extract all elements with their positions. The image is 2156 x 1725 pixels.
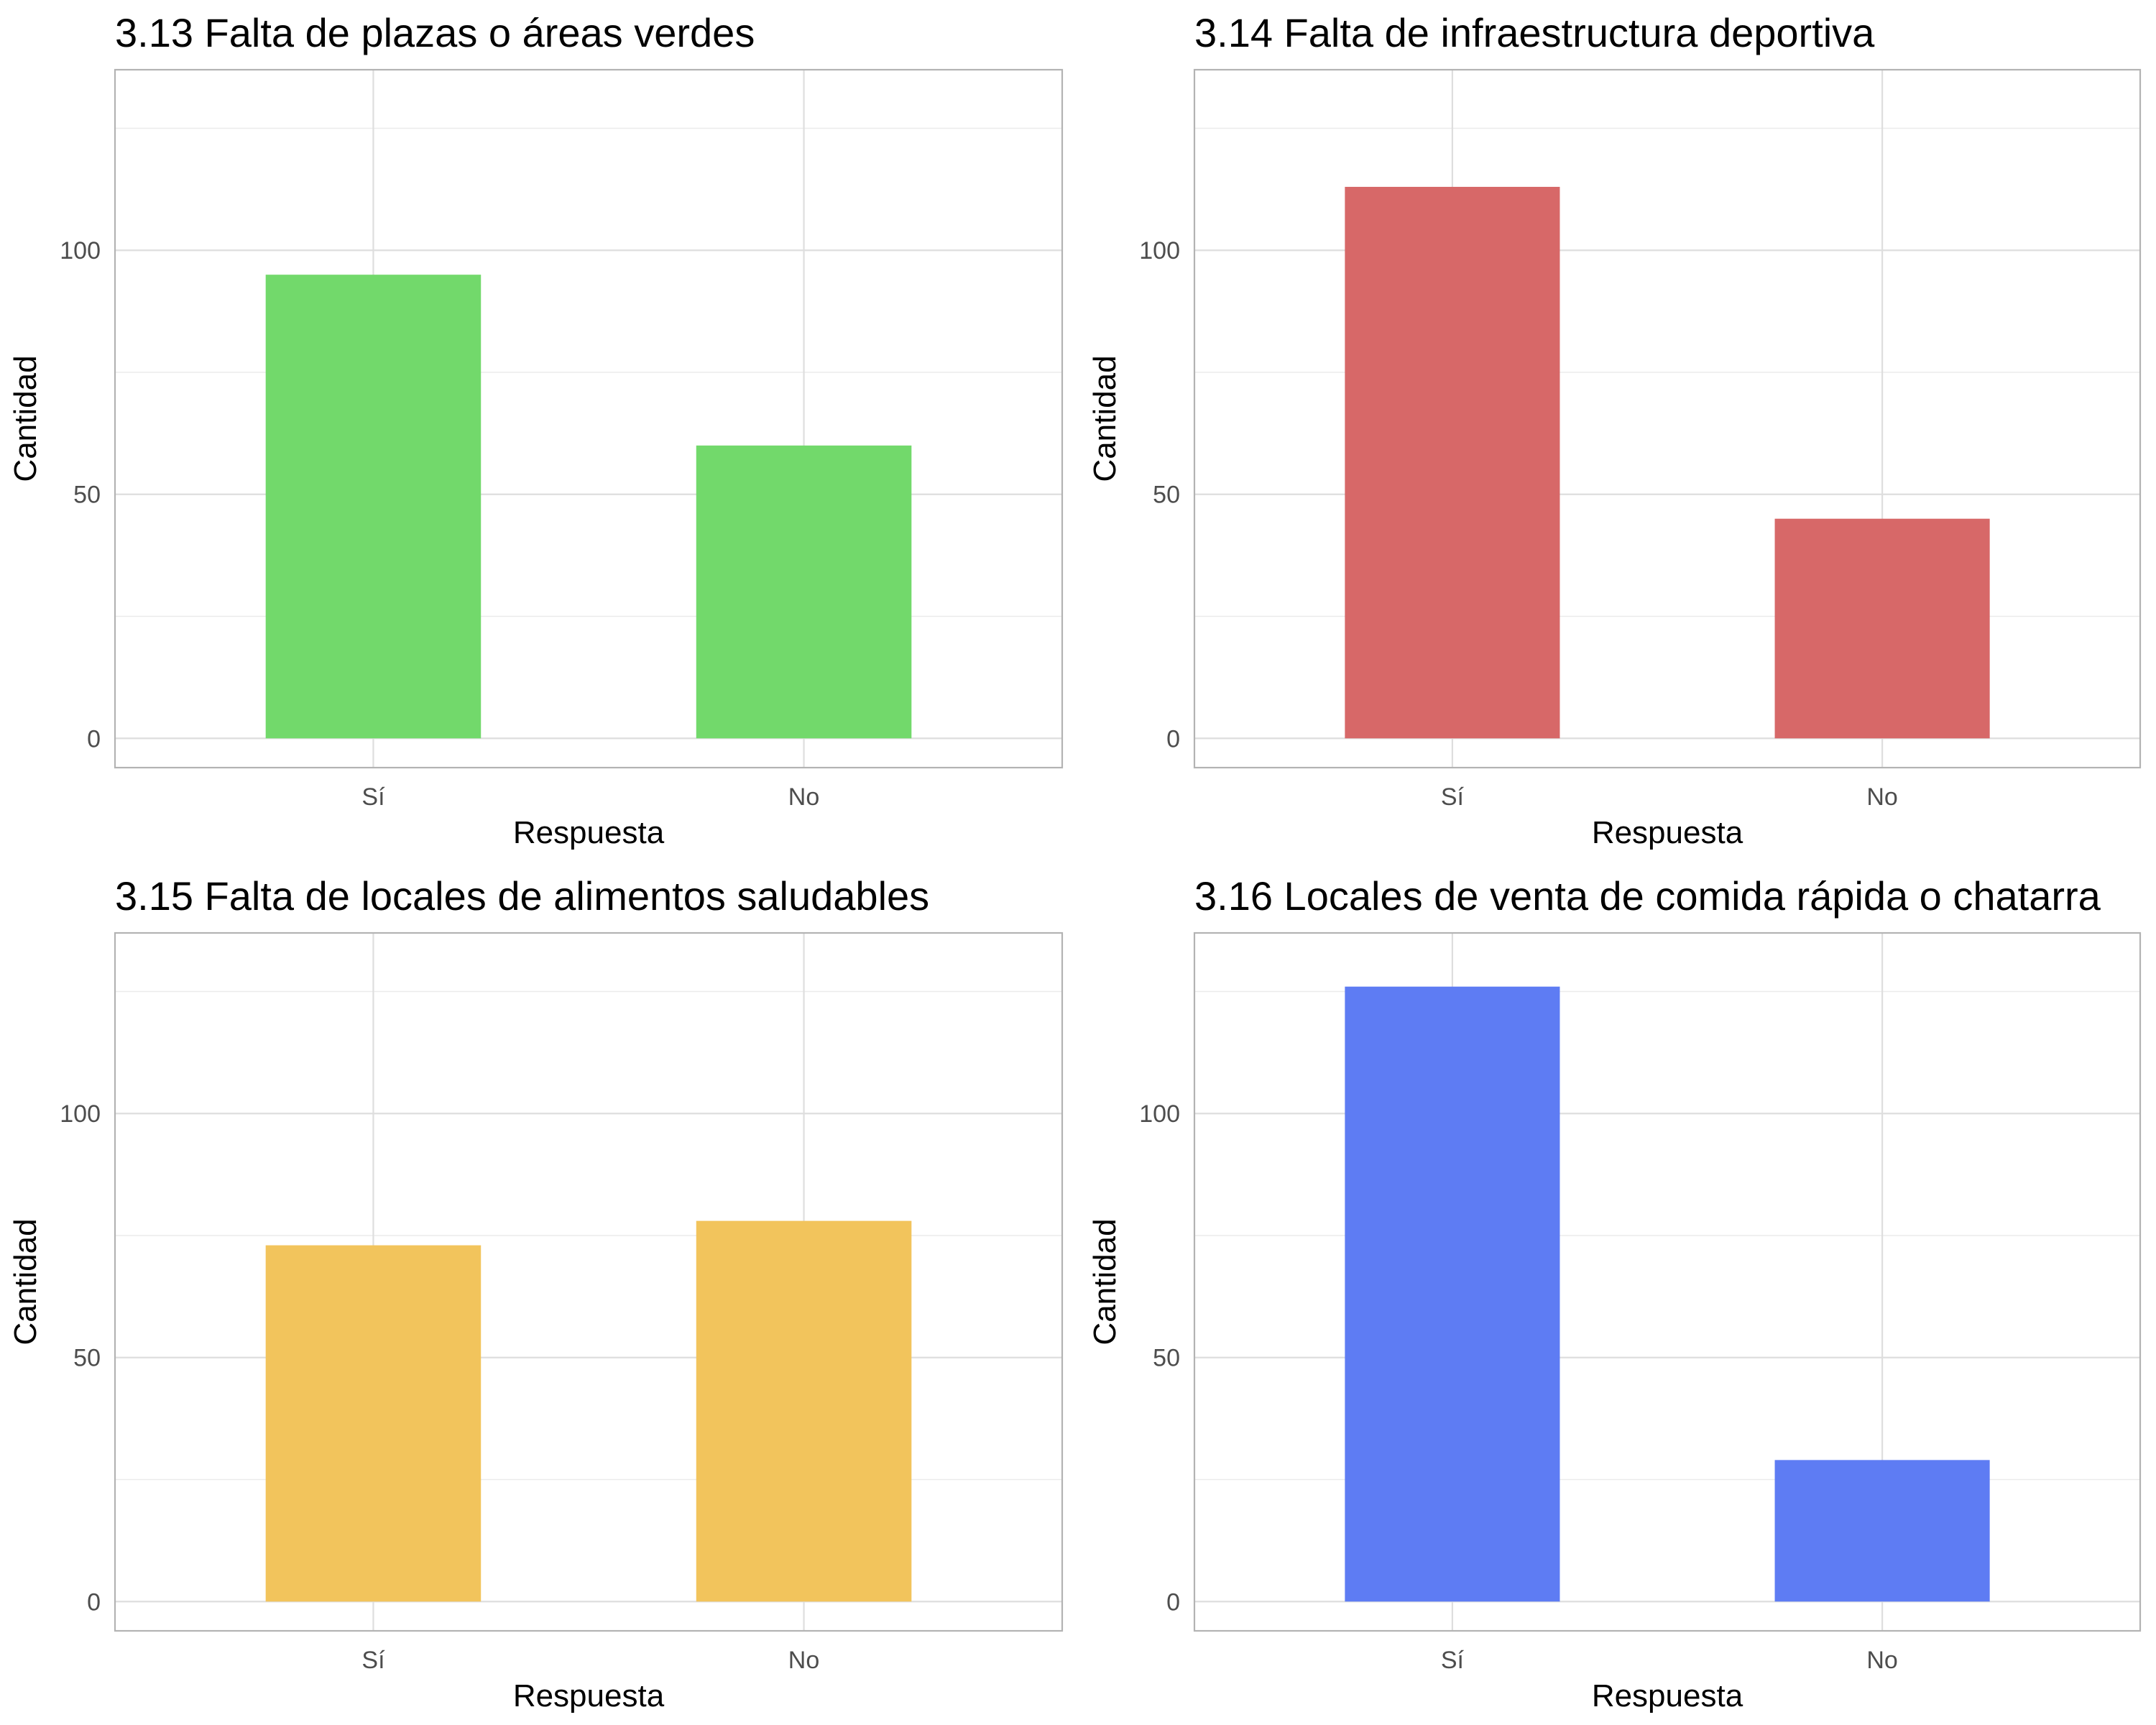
chart-2-ytick-label: 100 <box>1139 237 1180 264</box>
chart-1: 3.13 Falta de plazas o áreas verdes 0 50 10… <box>8 10 1064 850</box>
chart-1-x-axis-title: Respuesta <box>513 815 665 850</box>
chart-3-x-axis-title: Respuesta <box>513 1678 665 1714</box>
chart-4-ytick-label: 0 <box>1166 1588 1180 1616</box>
chart-4-x-axis-title: Respuesta <box>1592 1678 1743 1714</box>
chart-3-ytick-label: 100 <box>60 1100 101 1128</box>
chart-2-plot-area <box>1194 70 2140 768</box>
chart-2-title: 3.14 Falta de infraestructura deportiva <box>1194 10 1875 55</box>
chart-4-ytick-label: 50 <box>1153 1345 1180 1372</box>
chart-4-plot-area <box>1194 933 2140 1631</box>
chart-1-xtick-label: No <box>788 783 819 811</box>
chart-3-ytick-label: 0 <box>87 1588 101 1616</box>
chart-3-ytick-label: 50 <box>73 1345 101 1372</box>
chart-4-panel-border <box>1193 932 2142 1632</box>
chart-3-title: 3.15 Falta de locales de alimentos salud… <box>115 873 929 919</box>
chart-4-bar-si <box>1345 986 1560 1602</box>
chart-2-panel-border <box>1193 68 2142 769</box>
chart-1-ytick-label: 100 <box>60 237 101 264</box>
chart-3-xtick-label: Sí <box>361 1647 385 1674</box>
chart-2-bar-si <box>1345 186 1560 739</box>
chart-2-y-axis-title: Cantidad <box>1087 355 1123 482</box>
chart-1-bar-no <box>696 445 912 739</box>
chart-1-plot-area <box>115 70 1062 768</box>
chart-4-bar-no <box>1774 1460 1990 1602</box>
chart-4-xtick-label: Sí <box>1441 1647 1465 1674</box>
chart-4-y-axis-title: Cantidad <box>1087 1218 1123 1345</box>
chart-1-xtick-label: Sí <box>361 783 385 811</box>
chart-1-panel-border <box>114 68 1064 769</box>
chart-2-xtick-label: No <box>1866 783 1897 811</box>
chart-2-bar-no <box>1774 518 1990 739</box>
chart-1-ytick-label: 0 <box>87 725 101 753</box>
chart-3-panel-border <box>114 932 1064 1632</box>
chart-2-ytick-label: 0 <box>1166 725 1180 753</box>
chart-4-title: 3.16 Locales de venta de comida rápida o… <box>1194 873 2101 919</box>
chart-3-y-axis-title: Cantidad <box>8 1218 43 1345</box>
chart-1-ytick-label: 50 <box>73 482 101 509</box>
chart-2: 3.14 Falta de infraestructura deportiva 0… <box>1087 10 2142 850</box>
chart-4-xtick-label: No <box>1866 1647 1897 1674</box>
chart-3-plot-area <box>115 933 1062 1631</box>
chart-2-xtick-label: Sí <box>1441 783 1465 811</box>
chart-3: 3.15 Falta de locales de alimentos salud… <box>8 873 1064 1714</box>
chart-3-xtick-label: No <box>788 1647 819 1674</box>
chart-4: 3.16 Locales de venta de comida rápida o… <box>1087 873 2142 1714</box>
chart-2-ytick-label: 50 <box>1153 482 1180 509</box>
chart-1-bar-si <box>265 275 482 739</box>
chart-3-bar-no <box>696 1220 912 1602</box>
chart-4-ytick-label: 100 <box>1139 1100 1180 1128</box>
chart-3-bar-si <box>265 1245 482 1602</box>
chart-1-title: 3.13 Falta de plazas o áreas verdes <box>115 10 755 55</box>
chart-1-y-axis-title: Cantidad <box>8 355 43 482</box>
chart-2-x-axis-title: Respuesta <box>1592 815 1743 850</box>
